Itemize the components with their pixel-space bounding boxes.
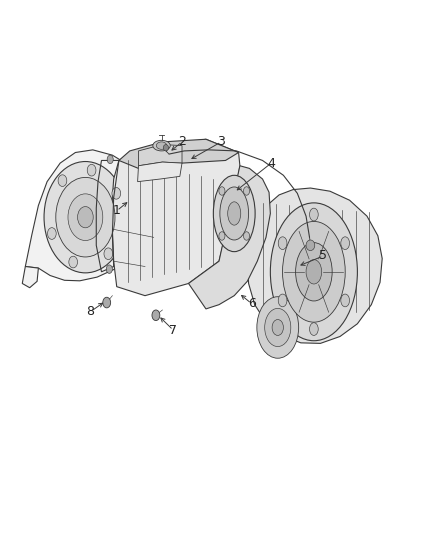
Ellipse shape [58, 175, 67, 187]
Ellipse shape [153, 140, 170, 151]
Polygon shape [247, 188, 382, 343]
Text: 3: 3 [217, 135, 225, 148]
Polygon shape [113, 139, 240, 296]
Ellipse shape [341, 237, 350, 249]
Ellipse shape [270, 203, 357, 341]
Ellipse shape [278, 294, 287, 307]
Text: 5: 5 [319, 249, 328, 262]
Ellipse shape [272, 319, 283, 335]
Ellipse shape [103, 297, 111, 308]
Polygon shape [25, 150, 152, 281]
Ellipse shape [156, 142, 167, 149]
Ellipse shape [112, 188, 120, 199]
Polygon shape [138, 162, 182, 182]
Ellipse shape [228, 202, 241, 225]
Text: 2: 2 [178, 135, 186, 148]
Ellipse shape [163, 144, 169, 151]
Polygon shape [138, 144, 182, 166]
Ellipse shape [219, 232, 225, 240]
Ellipse shape [47, 228, 56, 239]
Text: 7: 7 [170, 324, 177, 337]
Polygon shape [22, 266, 39, 288]
Ellipse shape [107, 155, 113, 164]
Ellipse shape [306, 260, 322, 284]
Ellipse shape [265, 309, 291, 346]
Ellipse shape [341, 294, 350, 307]
Ellipse shape [306, 240, 315, 251]
Ellipse shape [278, 237, 287, 249]
Ellipse shape [257, 297, 299, 358]
Ellipse shape [104, 248, 113, 260]
Ellipse shape [152, 310, 160, 320]
Ellipse shape [219, 187, 225, 195]
Ellipse shape [56, 177, 115, 257]
Ellipse shape [44, 161, 127, 273]
Polygon shape [119, 139, 239, 168]
Ellipse shape [244, 232, 250, 240]
Ellipse shape [310, 208, 318, 221]
Ellipse shape [106, 265, 113, 273]
Text: 6: 6 [248, 297, 256, 310]
Text: 1: 1 [113, 204, 120, 217]
Ellipse shape [87, 164, 96, 176]
Ellipse shape [310, 322, 318, 335]
Ellipse shape [220, 187, 249, 240]
Ellipse shape [69, 256, 78, 268]
Ellipse shape [213, 175, 255, 252]
Text: 8: 8 [87, 305, 95, 318]
Ellipse shape [296, 243, 332, 301]
Ellipse shape [68, 194, 103, 240]
Ellipse shape [244, 187, 250, 195]
Text: 4: 4 [267, 157, 275, 169]
Ellipse shape [78, 207, 93, 228]
Ellipse shape [283, 221, 345, 322]
Polygon shape [188, 166, 270, 309]
